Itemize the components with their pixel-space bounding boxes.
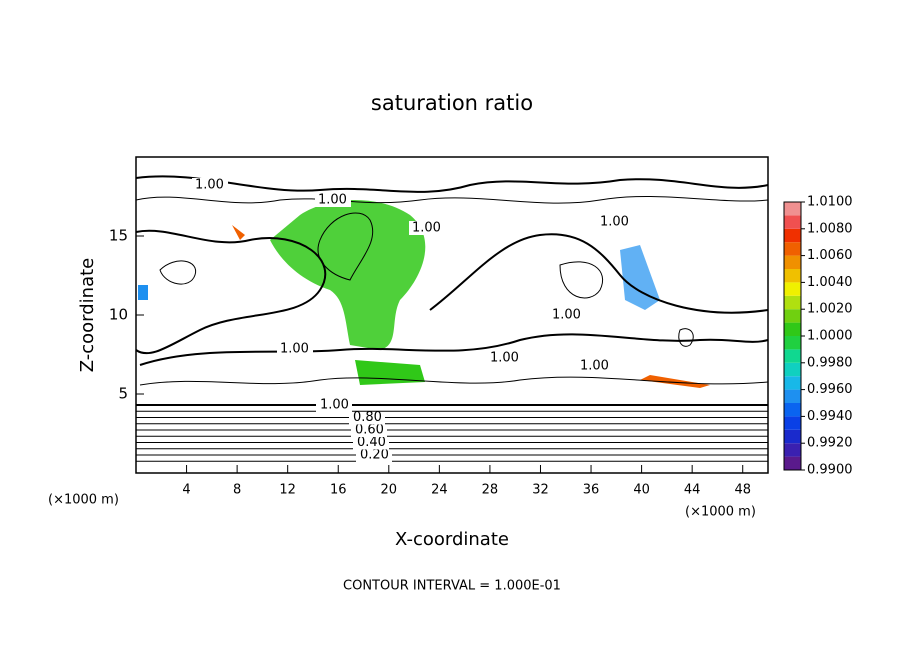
colorbar-band <box>784 443 801 457</box>
colorbar-band <box>784 322 801 336</box>
contour-label-bg <box>192 178 228 192</box>
x-tick-label: 28 <box>482 483 499 498</box>
colorbar-band <box>784 362 801 377</box>
y-tick-label: 10 <box>109 306 128 324</box>
colorbar-tick-label: 1.0080 <box>807 221 853 236</box>
colorbar-band <box>784 349 801 363</box>
contour-label-bg <box>351 423 387 437</box>
x-tick-label: 8 <box>233 483 241 498</box>
contour-label: 1.00 <box>412 221 441 236</box>
contour-label: 1.00 <box>600 215 629 230</box>
x-tick-label: 16 <box>330 483 347 498</box>
colorbar-band <box>784 255 801 269</box>
y-axis-label: Z-coordinate <box>77 258 98 373</box>
contour-label: 1.00 <box>552 308 581 323</box>
contour-label-bg <box>597 215 633 229</box>
contour-label: 1.00 <box>580 359 609 374</box>
colorbar-tick-label: 1.0040 <box>807 275 853 290</box>
colorbar-tick-label: 1.0060 <box>807 248 853 263</box>
colorbar-tick-label: 0.9920 <box>807 436 853 451</box>
colorbar-band <box>784 228 801 243</box>
colorbar-band <box>784 456 801 470</box>
contour-label: 1.00 <box>195 178 224 193</box>
x-tick-label: 24 <box>431 483 448 498</box>
contour-label-bg <box>316 398 352 412</box>
colorbar-tick-label: 1.0000 <box>807 329 853 344</box>
x-tick-label: 4 <box>182 483 190 498</box>
colorbar-band <box>784 376 801 390</box>
contour-label-bg <box>349 410 385 425</box>
colorbar-band <box>784 269 801 283</box>
colorbar-tick-label: 0.9940 <box>807 409 853 424</box>
colorbar-band <box>784 309 801 323</box>
colorbar-band <box>784 403 801 417</box>
x-tick-label: 44 <box>684 483 701 498</box>
colorbar-tick-label: 0.9980 <box>807 355 853 370</box>
contour-label: 1.00 <box>320 398 349 413</box>
colorbar-band <box>784 416 801 430</box>
colorbar-band <box>784 429 801 444</box>
colorbar-band <box>784 336 801 350</box>
contour-label-bg <box>315 193 351 207</box>
annotation: CONTOUR INTERVAL = 1.000E-01 <box>343 579 561 594</box>
field-shading <box>138 200 710 388</box>
colorbar-tick-label: 1.0020 <box>807 302 853 317</box>
x-unit-right: (×1000 m) <box>685 505 756 520</box>
contour-label-bg <box>277 342 313 356</box>
colorbar-band <box>784 389 801 403</box>
x-unit-left: (×1000 m) <box>48 493 119 508</box>
y-tick-label: 5 <box>118 385 128 403</box>
plot-frame <box>135 156 769 474</box>
contour-label-bg <box>356 448 392 462</box>
colorbar-tick-label: 1.0100 <box>807 195 853 210</box>
contour-label: 0.60 <box>355 423 384 438</box>
y-tick-label: 15 <box>109 227 128 245</box>
contour-decoration <box>135 175 769 386</box>
colorbar-tick-label: 0.9900 <box>807 463 853 478</box>
colorbar-band <box>784 202 801 216</box>
x-tick-label: 32 <box>532 483 549 498</box>
colorbar-tick-label: 0.9960 <box>807 382 853 397</box>
colorbar-band <box>784 282 801 296</box>
colorbar-band <box>784 295 801 310</box>
contour-label: 0.20 <box>360 448 389 463</box>
contour-label: 1.00 <box>280 342 309 357</box>
colorbar-band <box>784 215 801 229</box>
contour-label-bg <box>487 351 523 365</box>
x-tick-label: 40 <box>633 483 650 498</box>
chart-title: saturation ratio <box>371 91 533 115</box>
contour-label: 0.80 <box>353 410 382 425</box>
contour-label-bg <box>353 435 389 450</box>
contour-label: 0.40 <box>357 435 386 450</box>
x-tick-label: 36 <box>583 483 600 498</box>
contour-label: 1.00 <box>490 351 519 366</box>
contour-label-bg <box>549 308 585 322</box>
x-axis-label: X-coordinate <box>395 529 509 550</box>
contour-label: 1.00 <box>318 193 347 208</box>
x-tick-label: 20 <box>381 483 398 498</box>
colorbar-band <box>784 242 801 256</box>
x-tick-label: 48 <box>734 483 751 498</box>
x-tick-label: 12 <box>279 483 296 498</box>
contour-label-bg <box>577 359 613 373</box>
contour-label-bg <box>409 221 445 235</box>
